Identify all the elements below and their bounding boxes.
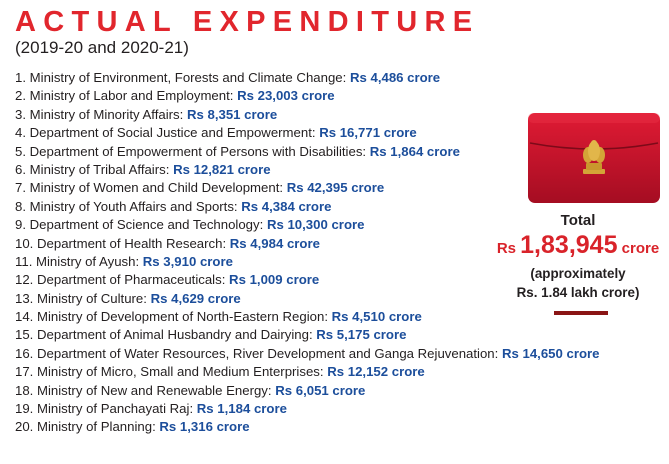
accent-divider: [554, 311, 608, 315]
list-item: 16. Department of Water Resources, River…: [15, 345, 599, 363]
list-item: 1. Ministry of Environment, Forests and …: [15, 69, 599, 87]
item-label: 20. Ministry of Planning:: [15, 419, 160, 435]
item-amount: Rs 5,175 crore: [316, 327, 407, 343]
list-item: 9. Department of Science and Technology:…: [15, 216, 599, 234]
total-currency: Rs: [496, 240, 521, 257]
item-amount: Rs 42,395 crore: [286, 180, 385, 196]
briefcase-highlight: [528, 113, 660, 123]
item-label: 11. Ministry of Ayush:: [15, 253, 143, 269]
list-item: 18. Ministry of New and Renewable Energy…: [15, 382, 599, 400]
item-label: 14. Ministry of Development of North-Eas…: [15, 309, 332, 325]
list-item: 13. Ministry of Culture: Rs 4,629 crore: [15, 290, 599, 308]
total-note-line1: (approximately: [530, 266, 626, 281]
item-label: 16. Department of Water Resources, River…: [15, 345, 502, 361]
item-amount: Rs 4,486 crore: [349, 70, 441, 85]
item-amount: Rs 4,984 crore: [229, 235, 320, 251]
expenditure-list: 1. Ministry of Environment, Forests and …: [15, 69, 599, 437]
list-item: 7. Ministry of Women and Child Developme…: [15, 179, 599, 197]
page-subtitle: (2019-20 and 2020-21): [15, 38, 189, 57]
item-label: 6. Ministry of Tribal Affairs:: [15, 161, 174, 177]
item-amount: Rs 8,351 crore: [186, 106, 278, 122]
item-amount: Rs 1,316 crore: [159, 419, 250, 435]
item-label: 15. Department of Animal Husbandry and D…: [15, 327, 317, 343]
item-amount: Rs 6,051 crore: [275, 382, 366, 398]
list-item: 2. Ministry of Labor and Employment: Rs …: [15, 87, 599, 105]
page-title: ACTUAL EXPENDITURE: [15, 6, 480, 38]
item-amount: Rs 14,650 crore: [501, 345, 600, 361]
item-amount: Rs 4,384 crore: [241, 198, 332, 214]
total-value: 1,83,945: [520, 231, 618, 259]
total-label: Total: [560, 212, 596, 229]
list-item: 17. Ministry of Micro, Small and Medium …: [15, 363, 599, 381]
total-unit: crore: [617, 240, 660, 257]
item-label: 10. Department of Health Research:: [15, 235, 230, 251]
item-label: 4. Department of Social Justice and Empo…: [15, 125, 320, 141]
list-item: 6. Ministry of Tribal Affairs: Rs 12,821…: [15, 161, 599, 179]
item-amount: Rs 10,300 crore: [266, 217, 365, 233]
list-item: 12. Department of Pharmaceuticals: Rs 1,…: [15, 271, 599, 289]
item-amount: Rs 4,510 crore: [331, 309, 422, 325]
total-note-line2: Rs. 1.84 lakh crore): [516, 285, 640, 300]
list-item: 20. Ministry of Planning: Rs 1,316 crore: [15, 418, 599, 436]
list-item: 4. Department of Social Justice and Empo…: [15, 124, 599, 142]
item-label: 12. Department of Pharmaceuticals:: [15, 272, 230, 288]
item-label: 13. Ministry of Culture:: [15, 290, 151, 306]
item-amount: Rs 1,864 crore: [369, 143, 460, 159]
item-amount: Rs 1,184 crore: [196, 401, 287, 417]
item-amount: Rs 3,910 crore: [142, 253, 233, 269]
item-label: 3. Ministry of Minority Affairs:: [15, 106, 187, 122]
item-label: 19. Ministry of Panchayati Raj:: [15, 401, 197, 417]
item-amount: Rs 12,152 crore: [327, 364, 425, 380]
item-label: 2. Ministry of Labor and Employment:: [15, 88, 238, 104]
list-item: 14. Ministry of Development of North-Eas…: [15, 308, 599, 326]
item-amount: Rs 23,003 crore: [237, 88, 335, 104]
item-label: 9. Department of Science and Technology:: [15, 217, 267, 233]
item-label: 1. Ministry of Environment, Forests and …: [15, 70, 350, 85]
list-item: 5. Department of Empowerment of Persons …: [15, 143, 599, 161]
item-label: 17. Ministry of Micro, Small and Medium …: [15, 364, 328, 380]
item-amount: Rs 16,771 crore: [319, 125, 417, 141]
item-amount: Rs 12,821 crore: [173, 161, 271, 177]
list-item: 11. Ministry of Ayush: Rs 3,910 crore: [15, 253, 599, 271]
list-item: 8. Ministry of Youth Affairs and Sports:…: [15, 198, 599, 216]
list-item: 10. Department of Health Research: Rs 4,…: [15, 235, 599, 253]
item-amount: Rs 4,629 crore: [150, 290, 241, 306]
list-item: 15. Department of Animal Husbandry and D…: [15, 326, 599, 344]
item-label: 18. Ministry of New and Renewable Energy…: [15, 382, 276, 398]
item-label: 8. Ministry of Youth Affairs and Sports:: [15, 198, 242, 214]
red-briefcase-with-emblem-icon: [528, 113, 660, 203]
item-label: 7. Ministry of Women and Child Developme…: [15, 180, 287, 196]
total-summary: Total Rs 1,83,945 crore (approximately R…: [488, 212, 668, 302]
item-label: 5. Department of Empowerment of Persons …: [15, 143, 370, 159]
item-amount: Rs 1,009 crore: [229, 272, 320, 288]
list-item: 19. Ministry of Panchayati Raj: Rs 1,184…: [15, 400, 599, 418]
emblem-icon: [583, 140, 605, 174]
list-item: 3. Ministry of Minority Affairs: Rs 8,35…: [15, 106, 599, 124]
total-amount: Rs 1,83,945 crore: [488, 230, 668, 264]
